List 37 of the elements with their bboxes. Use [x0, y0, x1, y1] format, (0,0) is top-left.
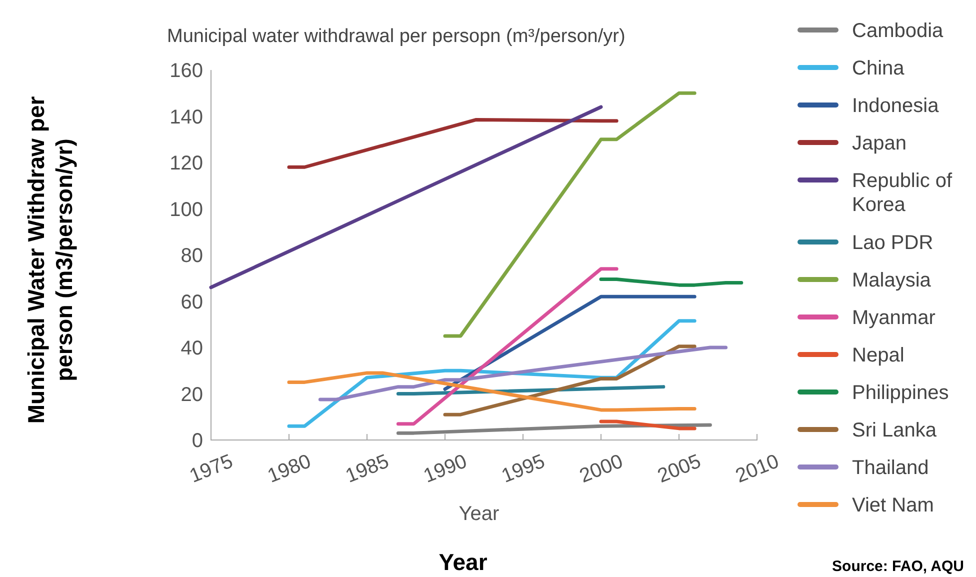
y-tick-label: 100: [170, 198, 203, 221]
legend-label: Japan: [852, 132, 906, 154]
x-axis-title: Year: [458, 503, 500, 525]
chart-title: Municipal water withdrawal per persopn (m³/person/yr): [167, 26, 626, 47]
line-series: [287, 371, 696, 412]
legend-label: Thailand: [852, 457, 929, 479]
x-tick-label: 2005: [654, 450, 704, 488]
y-tick-label: 60: [180, 291, 203, 314]
legend-label: Philippines: [852, 382, 949, 404]
legend-label: Cambodia: [852, 20, 944, 42]
y-tick-label: 120: [170, 152, 203, 174]
y-tick-label: 80: [180, 245, 203, 267]
text: Year: [438, 549, 488, 575]
y-tick-label: 160: [170, 60, 203, 82]
x-tick-label: 2010: [732, 450, 782, 488]
line-series: [318, 346, 728, 402]
y-tick-label: 20: [180, 384, 203, 406]
legend-label: Malaysia: [852, 270, 932, 292]
legend-label: Lao PDR: [852, 232, 934, 254]
x-tick-label: 2000: [576, 450, 626, 488]
legend-label: Viet Nam: [852, 494, 934, 516]
y-tick-label: 140: [170, 106, 203, 128]
legend-label: Republic of Korea: [852, 170, 952, 216]
legend-label: Indonesia: [852, 95, 940, 117]
source-note: Source: FAO, AQU: [832, 558, 964, 575]
legend-label: China: [852, 58, 906, 80]
legend-label: Nepal: [852, 344, 904, 366]
x-tick-label: 1980: [264, 450, 314, 488]
y-axis-title: Municipal Water Withdraw per person (m3/person/yr): [23, 96, 77, 424]
x-tick-label: 1985: [342, 450, 392, 488]
legend-label: Myanmar: [852, 307, 936, 329]
x-tick-label: 1995: [498, 450, 548, 488]
y-tick-label: 40: [180, 338, 203, 360]
x-tick-label: 1975: [186, 450, 236, 488]
legend-label: Sri Lanka: [852, 420, 938, 442]
y-tick-label: 0: [192, 430, 203, 452]
x-tick-label: 1990: [420, 450, 470, 488]
